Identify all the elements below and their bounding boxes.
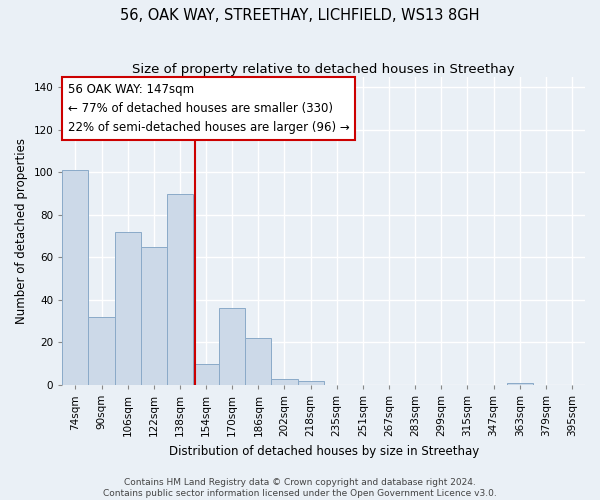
Bar (141, 247, 167, 385)
Bar (193, 364, 219, 385)
Text: 56 OAK WAY: 147sqm
← 77% of detached houses are smaller (330)
22% of semi-detach: 56 OAK WAY: 147sqm ← 77% of detached hou… (68, 83, 349, 134)
X-axis label: Distribution of detached houses by size in Streethay: Distribution of detached houses by size … (169, 444, 479, 458)
Bar (271, 378, 298, 385)
Bar (298, 381, 323, 385)
Bar (62, 170, 88, 385)
Text: 56, OAK WAY, STREETHAY, LICHFIELD, WS13 8GH: 56, OAK WAY, STREETHAY, LICHFIELD, WS13 … (120, 8, 480, 22)
Bar (115, 232, 141, 385)
Bar (245, 338, 271, 385)
Title: Size of property relative to detached houses in Streethay: Size of property relative to detached ho… (133, 62, 515, 76)
Text: Contains HM Land Registry data © Crown copyright and database right 2024.
Contai: Contains HM Land Registry data © Crown c… (103, 478, 497, 498)
Bar (506, 383, 533, 385)
Y-axis label: Number of detached properties: Number of detached properties (15, 138, 28, 324)
Bar (219, 308, 245, 385)
Bar (167, 194, 193, 385)
Bar (88, 317, 115, 385)
